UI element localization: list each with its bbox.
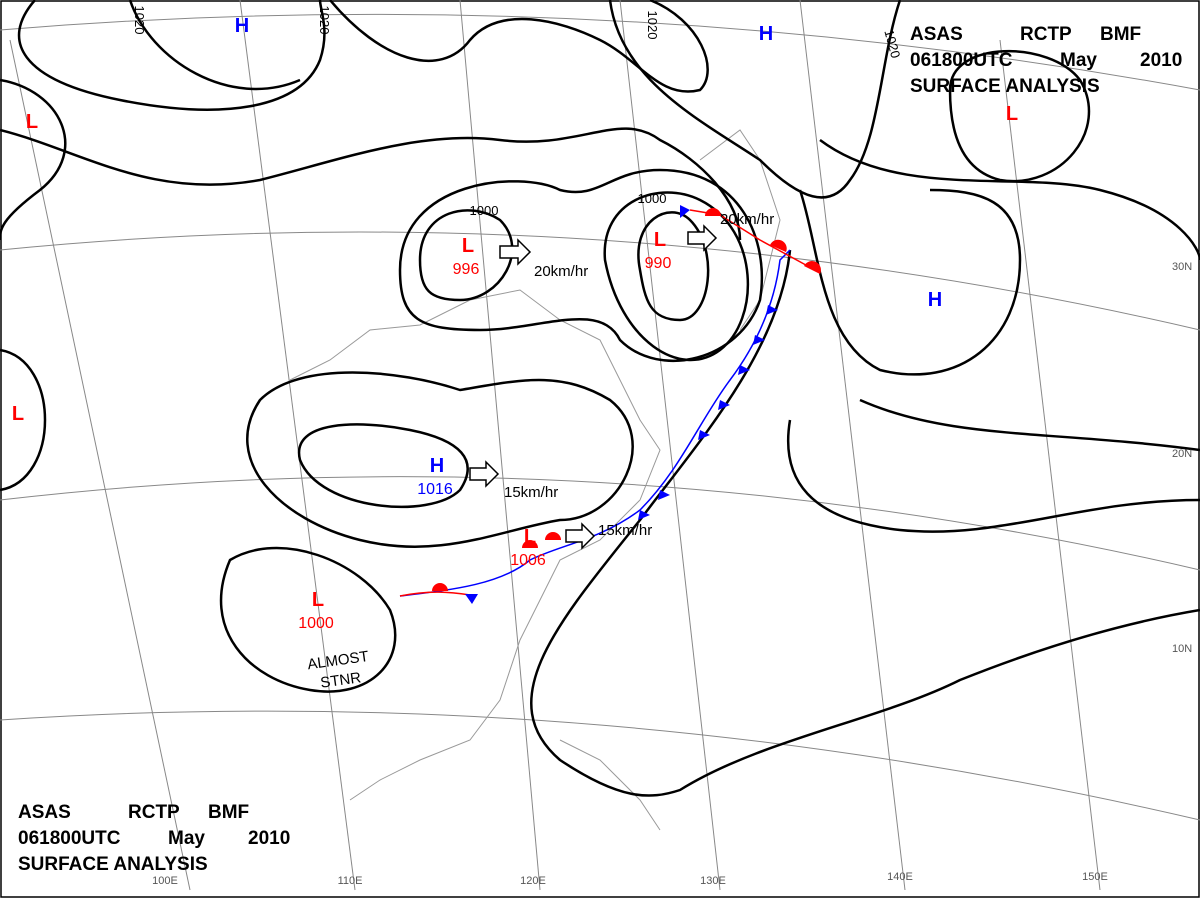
header-title: SURFACE ANALYSIS (910, 76, 1100, 97)
isobar-label: 1000 (638, 191, 667, 206)
latitude-label: 20N (1172, 448, 1192, 460)
header-agency: ASAS (18, 802, 71, 823)
fronts (399, 205, 821, 604)
annotation: STNR (319, 669, 362, 692)
header-agency: ASAS (910, 24, 963, 45)
longitude-label: 150E (1082, 871, 1108, 883)
pressure-center-symbol: H (235, 15, 249, 37)
isobar-label: 1020 (317, 6, 332, 35)
isobar-label: 1020 (881, 28, 903, 60)
motion-label: 15km/hr (598, 522, 652, 539)
latitude-label: 10N (1172, 643, 1192, 655)
isobar-label: 1020 (132, 6, 147, 35)
motion-arrows (469, 224, 718, 550)
pressure-center-value: 1006 (510, 552, 546, 569)
header-year: 2010 (248, 828, 290, 849)
header-time: 061800UTC (18, 828, 121, 849)
motion-label: 20km/hr (534, 263, 588, 280)
lat-line (0, 710, 1200, 821)
header-unit: BMF (1100, 24, 1141, 45)
header-station: RCTP (1020, 24, 1072, 45)
pressure-center-value: 996 (453, 261, 480, 278)
header-station: RCTP (128, 802, 180, 823)
header-title: SURFACE ANALYSIS (18, 854, 208, 875)
pressure-center-symbol: L (654, 229, 666, 251)
motion-label: 15km/hr (504, 484, 558, 501)
header-time: 061800UTC (910, 50, 1013, 71)
header-year: 2010 (1140, 50, 1182, 71)
latitude-label: 30N (1172, 261, 1192, 273)
pressure-center-symbol: L (312, 589, 324, 611)
pressure-center-symbol: L (1006, 103, 1018, 125)
pressure-center-symbol: L (12, 403, 24, 425)
lat-line (0, 476, 1200, 571)
pressure-center-value: 990 (645, 255, 672, 272)
pressure-center-symbol: H (759, 23, 773, 45)
isobar-label: 1020 (645, 11, 660, 40)
pressure-center-symbol: L (462, 235, 474, 257)
pressure-center-symbol: H (430, 455, 444, 477)
header-month: May (168, 828, 205, 849)
longitude-label: 130E (700, 875, 726, 887)
header-unit: BMF (208, 802, 249, 823)
isobars (0, 0, 1200, 797)
motion-label: 20km/hr (720, 211, 774, 228)
pressure-center-value: 1016 (417, 481, 453, 498)
pressure-center-symbol: H (928, 289, 942, 311)
header-month: May (1060, 50, 1097, 71)
lat-line (0, 231, 1200, 331)
longitude-label: 140E (887, 871, 913, 883)
longitude-label: 110E (338, 875, 363, 887)
isobar-label: 1000 (470, 203, 499, 218)
longitude-label: 100E (152, 875, 178, 887)
pressure-center-symbol: L (524, 526, 536, 548)
longitude-label: 120E (520, 875, 546, 887)
pressure-center-symbol: L (26, 111, 38, 133)
pressure-center-value: 1000 (298, 615, 334, 632)
